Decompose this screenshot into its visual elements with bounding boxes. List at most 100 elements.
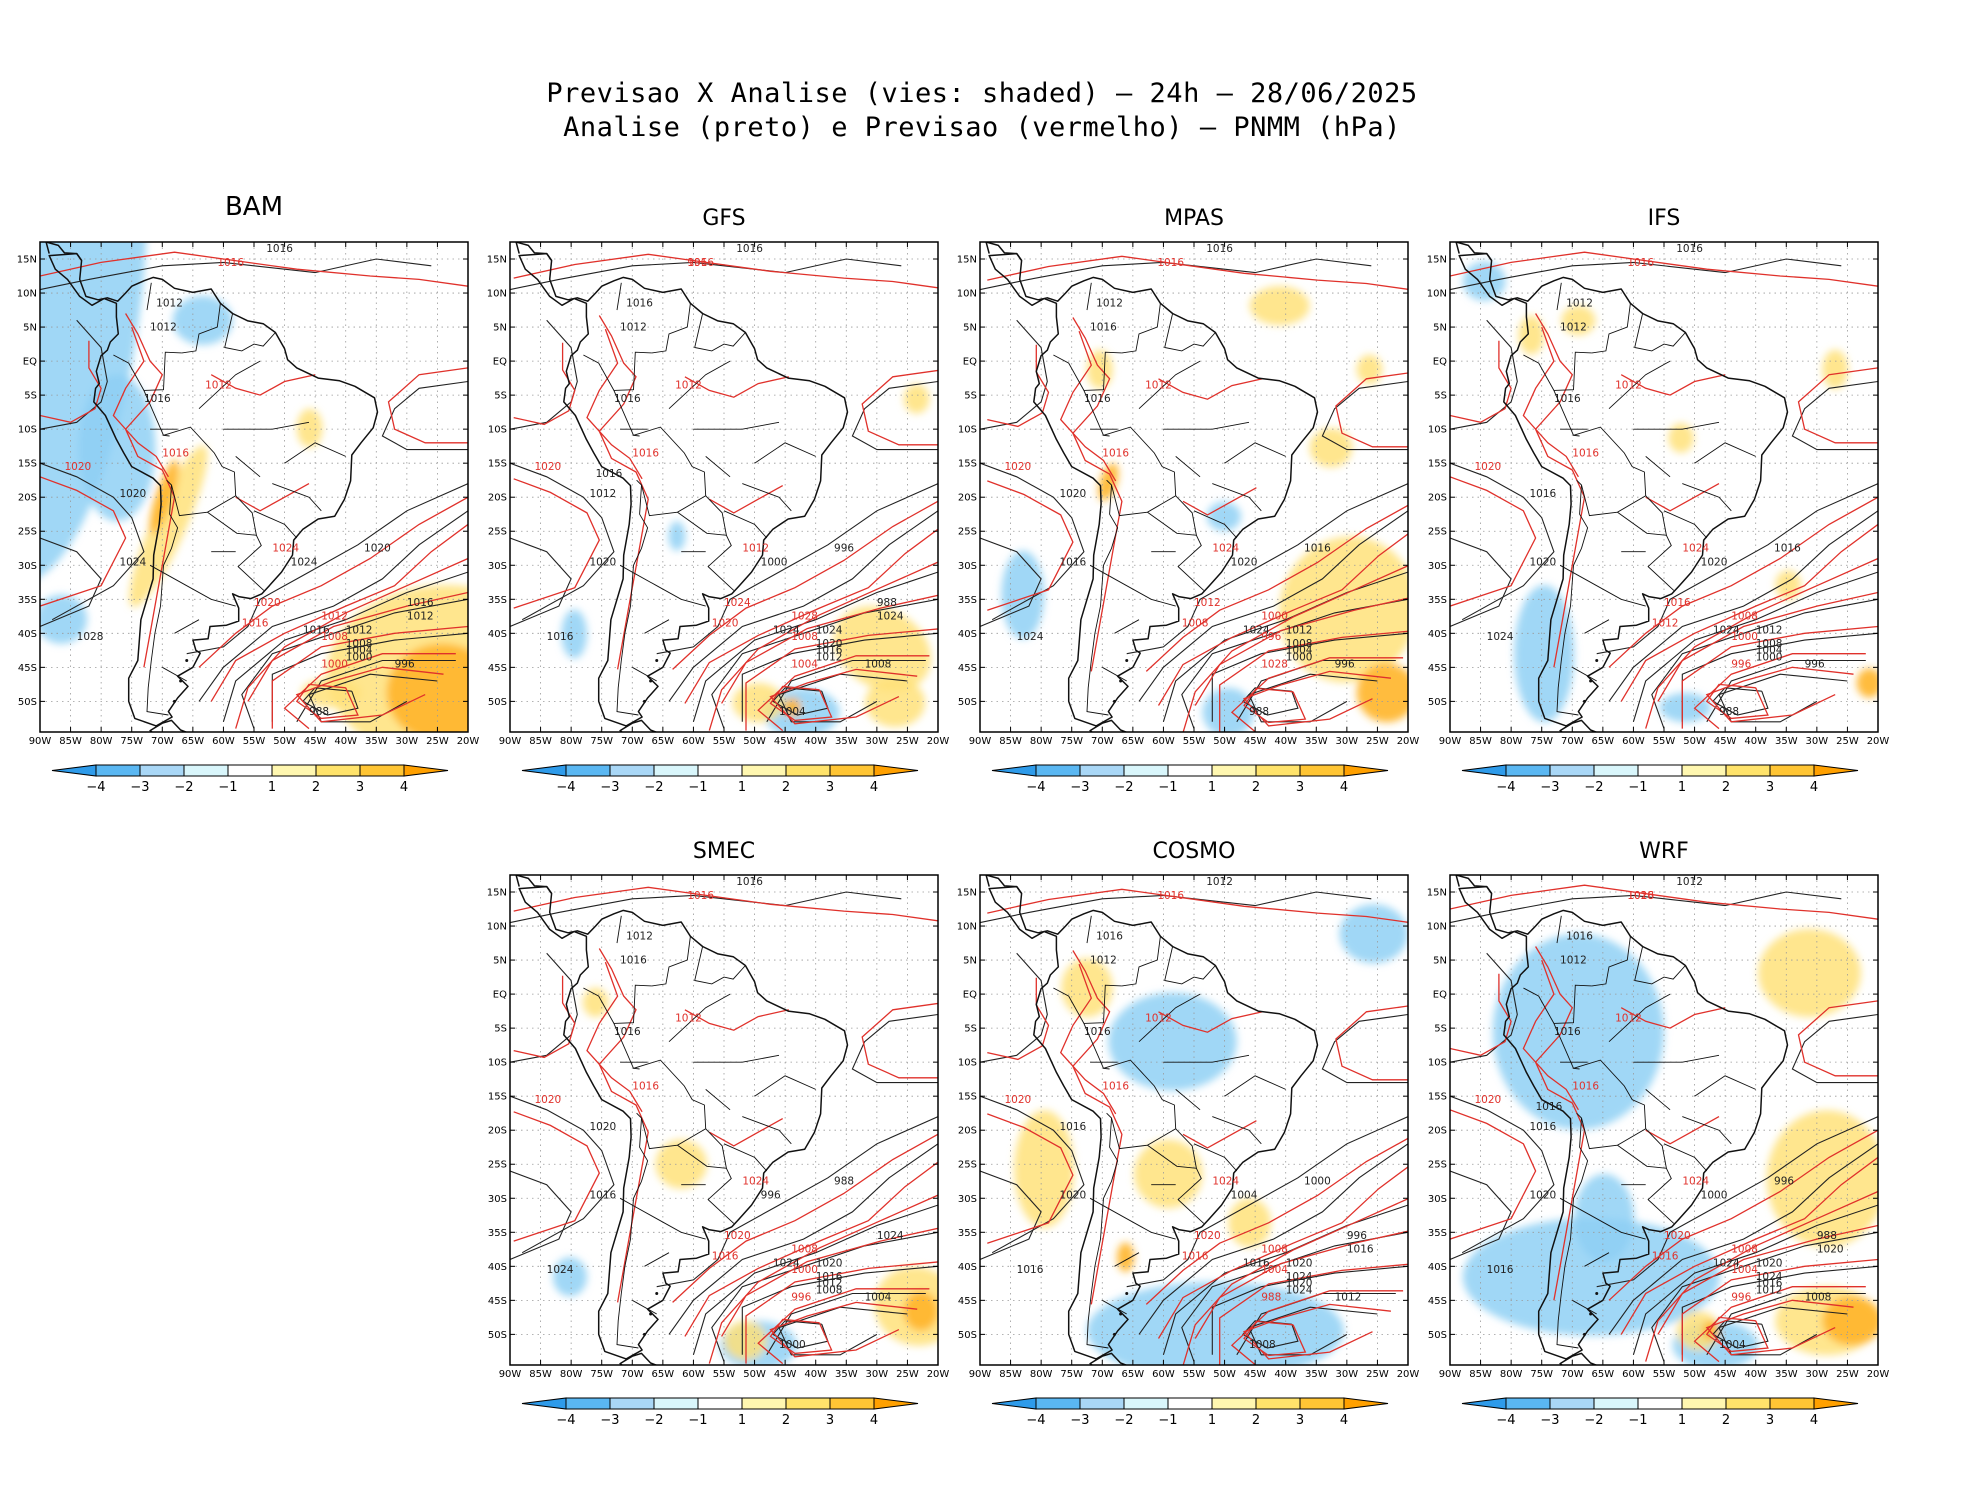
isobar-label-forecast: 1020 <box>1474 1094 1501 1106</box>
colorbar-label: −2 <box>174 780 193 795</box>
colorbar-label: 1 <box>1678 780 1686 795</box>
lat-tick-label: 15N <box>487 255 507 266</box>
colorbar-label: 3 <box>1766 780 1774 795</box>
lat-tick-label: 35S <box>1428 1228 1447 1239</box>
isobar-label-forecast: 1024 <box>1682 543 1709 555</box>
isobar-label-analysis: 1016 <box>547 631 574 643</box>
panel-title-ifs: IFS <box>1647 206 1681 231</box>
lon-tick-label: 35W <box>1775 736 1798 747</box>
lat-tick-label: 40S <box>1428 629 1447 640</box>
coastline <box>515 875 849 1365</box>
colorbar-label: 2 <box>782 1413 790 1428</box>
lat-tick-label: 10N <box>1427 922 1447 933</box>
isobar-label-analysis: 1024 <box>1487 631 1514 643</box>
panel-title-smec: SMEC <box>692 839 756 864</box>
isobar-label-forecast: 996 <box>1261 631 1281 643</box>
colorbar-label: 2 <box>1722 1413 1730 1428</box>
colorbar-label: 1 <box>738 780 746 795</box>
lat-tick-label: EQ <box>1433 357 1447 368</box>
isobar-label-analysis: 1024 <box>1713 624 1740 636</box>
isobar-label-analysis: 1020 <box>1756 1257 1783 1269</box>
lat-tick-label: 45S <box>488 1296 507 1307</box>
colorbar-label: −1 <box>688 780 707 795</box>
colorbar-label: −1 <box>1158 780 1177 795</box>
lat-tick-label: 15S <box>958 1092 977 1103</box>
lat-tick-label: 40S <box>488 1262 507 1273</box>
isobar-label-analysis: 1020 <box>816 1257 843 1269</box>
isobar-label-analysis: 1008 <box>865 658 892 670</box>
lat-tick-label: 20S <box>488 1126 507 1137</box>
colorbar: −4 −3 −2 −1 1 2 3 4 <box>521 764 919 795</box>
lon-tick-label: 90W <box>969 736 992 747</box>
lon-tick-label: 20W <box>1867 1369 1890 1380</box>
colorbar-label: 1 <box>1208 780 1216 795</box>
lat-tick-label: 10S <box>958 425 977 436</box>
lat-tick-label: 25S <box>1428 527 1447 538</box>
isobar-label-analysis: 1016 <box>736 876 763 888</box>
lat-tick-label: 10N <box>17 289 37 300</box>
isobar-label-forecast: 1024 <box>1212 1176 1239 1188</box>
lat-tick-label: 40S <box>18 629 37 640</box>
colorbar-label: 4 <box>1810 780 1818 795</box>
isobar-label-forecast: 1012 <box>1145 379 1172 391</box>
lat-tick-label: 10S <box>1428 425 1447 436</box>
isobar-label-forecast: 1020 <box>712 618 739 630</box>
lon-tick-label: 50W <box>1213 736 1236 747</box>
lon-tick-label: 55W <box>1183 736 1206 747</box>
isobar-label-analysis: 996 <box>1805 658 1825 670</box>
lat-tick-label: 45S <box>1428 1296 1447 1307</box>
colorbar-label: 2 <box>782 780 790 795</box>
lat-tick-label: 10S <box>18 425 37 436</box>
isobar-label-analysis: 1016 <box>1059 1121 1086 1133</box>
lat-tick-label: 15S <box>488 459 507 470</box>
isobar-label-forecast: 1008 <box>1731 1244 1758 1256</box>
lat-tick-label: 35S <box>488 595 507 606</box>
colorbar-label: 2 <box>1722 780 1730 795</box>
lon-tick-label: 45W <box>1714 736 1737 747</box>
isobar-label-forecast: 1028 <box>791 611 818 623</box>
isobar-label-analysis: 1024 <box>1017 631 1044 643</box>
isobar-label-forecast: 1016 <box>1157 257 1184 269</box>
lat-tick-label: EQ <box>1433 990 1447 1001</box>
isobar-label-analysis: 1016 <box>816 1271 843 1283</box>
isobar-label-analysis: 1008 <box>816 1285 843 1297</box>
isobar-label-analysis: 1016 <box>1554 1026 1581 1038</box>
lon-tick-label: 80W <box>1030 1369 1053 1380</box>
isobar-label-analysis: 1016 <box>1566 931 1593 943</box>
lon-tick-label: 30W <box>866 1369 889 1380</box>
isobar-label-forecast: 1020 <box>534 461 561 473</box>
lat-tick-label: 30S <box>488 1194 507 1205</box>
isobar-label-analysis: 1004 <box>865 1291 892 1303</box>
lat-tick-label: 10S <box>488 1058 507 1069</box>
isobar-label-analysis: 1004 <box>779 706 806 718</box>
lat-tick-label: 10N <box>957 922 977 933</box>
isobar-label-forecast: 1012 <box>321 611 348 623</box>
isobar-label-forecast: 1008 <box>321 631 348 643</box>
lon-tick-label: 20W <box>927 1369 950 1380</box>
lon-tick-label: 25W <box>1366 1369 1389 1380</box>
isobar-label-forecast: 1016 <box>1157 890 1184 902</box>
lon-tick-label: 60W <box>1622 736 1645 747</box>
isobar-label-analysis: 1016 <box>614 1026 641 1038</box>
lat-tick-label: 50S <box>958 1330 977 1341</box>
isobar-label-analysis: 1016 <box>1347 1244 1374 1256</box>
isobar-label-analysis: 996 <box>1347 1230 1367 1242</box>
isobar-label-analysis: 1012 <box>150 321 177 333</box>
isobar-label-analysis: 1004 <box>1719 1339 1746 1351</box>
lon-tick-label: 20W <box>1867 736 1890 747</box>
colorbar-label: 3 <box>1296 1413 1304 1428</box>
lon-tick-label: 80W <box>90 736 113 747</box>
lon-tick-label: 70W <box>621 736 644 747</box>
isobar-label-analysis: 1020 <box>1817 1244 1844 1256</box>
isobar-label-forecast: 1008 <box>1731 611 1758 623</box>
lat-tick-label: 30S <box>18 561 37 572</box>
isobar-label-analysis: 1016 <box>1096 931 1123 943</box>
isobar-label-analysis: 1020 <box>1059 1189 1086 1201</box>
lat-tick-label: 20S <box>1428 1126 1447 1137</box>
isobar-label-analysis: 1016 <box>1017 1264 1044 1276</box>
isobar-label-forecast: 1012 <box>675 1012 702 1024</box>
bias-shading <box>40 242 468 732</box>
